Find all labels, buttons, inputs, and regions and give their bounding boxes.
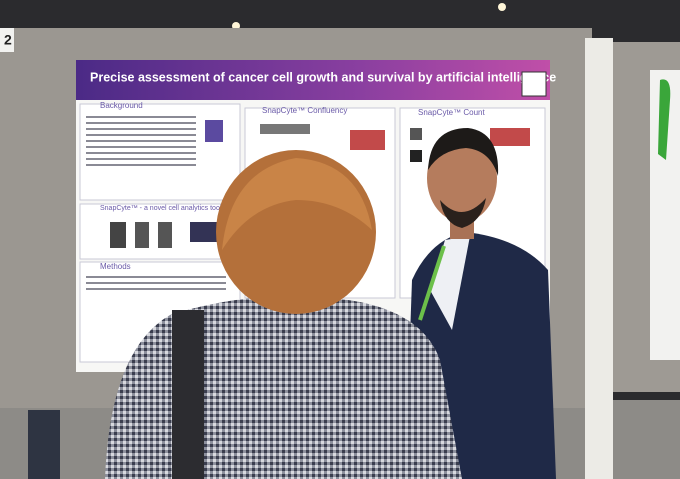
- shape: [86, 116, 196, 118]
- shape: [110, 222, 126, 248]
- poster-title: Precise assessment of cancer cell growth…: [90, 70, 556, 84]
- shape: [86, 146, 196, 148]
- shape: [410, 128, 422, 140]
- section-title: Methods: [100, 262, 131, 271]
- shape: [205, 120, 223, 142]
- shape: [105, 296, 462, 479]
- shape: [260, 124, 310, 134]
- person-legs: [28, 410, 60, 479]
- section-title: SnapCyte™ - a novel cell analytics tool: [100, 205, 222, 212]
- board-tag: [0, 28, 14, 52]
- shape: [86, 152, 196, 154]
- poster-header: [76, 60, 550, 100]
- ceiling-light: [498, 3, 506, 11]
- board-number: 2: [4, 32, 12, 48]
- shape: [427, 134, 497, 222]
- shape: [490, 128, 530, 146]
- ribbon: [658, 79, 671, 160]
- shape: [428, 128, 499, 176]
- shape: [86, 122, 196, 124]
- poster-figures: [110, 120, 530, 248]
- shape: [86, 276, 226, 278]
- shape: [86, 134, 196, 136]
- shape: [86, 128, 196, 130]
- shape: [222, 158, 372, 250]
- shape: [190, 222, 218, 242]
- shape: [86, 140, 196, 142]
- board-pole: [585, 38, 613, 479]
- section-title: Background: [100, 101, 143, 110]
- shape: [172, 310, 204, 479]
- shape: [418, 245, 446, 321]
- shape: [86, 288, 226, 290]
- shape: [440, 198, 486, 228]
- shape: [350, 130, 385, 150]
- woman: [105, 150, 462, 479]
- shape: [86, 164, 196, 166]
- section-title: SnapCyte™ Count: [418, 108, 485, 117]
- shape: [410, 150, 422, 162]
- qr-code: [521, 71, 547, 97]
- shape: [86, 282, 226, 284]
- shape: [158, 222, 172, 248]
- shape: [86, 158, 196, 160]
- shape: [135, 222, 149, 248]
- poster-text-lines: [86, 116, 226, 290]
- section-title: SnapCyte™ Confluency: [262, 106, 347, 115]
